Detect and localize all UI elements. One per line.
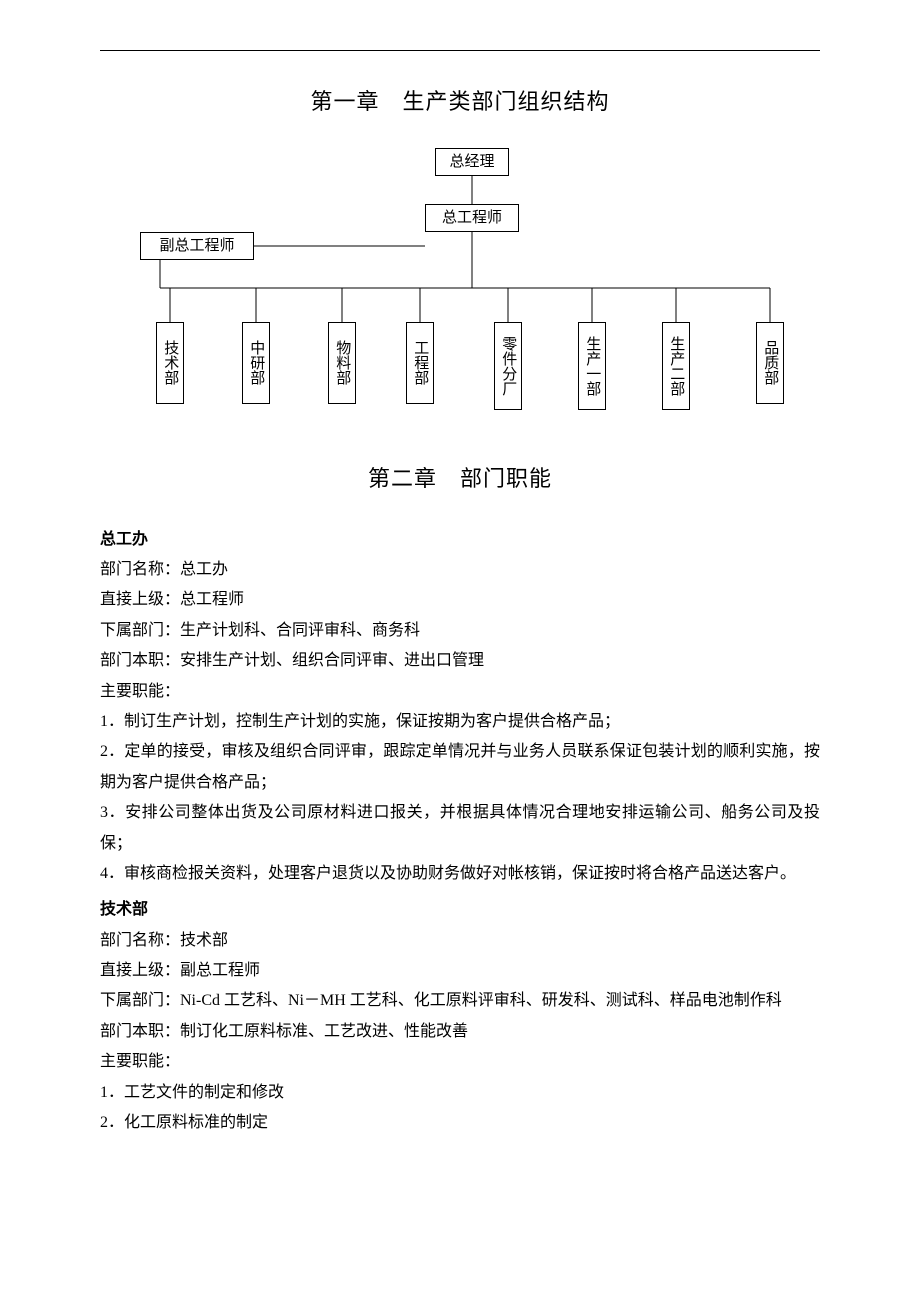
org-leaf-2: 物料部 <box>328 322 356 404</box>
dept2-funclabel: 主要职能： <box>100 1047 820 1077</box>
org-leaf-6: 生产二部 <box>662 322 690 410</box>
dept2-item-0: 1．工艺文件的制定和修改 <box>100 1078 820 1108</box>
org-leaf-3: 工程部 <box>406 322 434 404</box>
dept2-name: 部门名称：技术部 <box>100 926 820 956</box>
org-leaf-5: 生产一部 <box>578 322 606 410</box>
dept1-item-2: 3．安排公司整体出货及公司原材料进口报关，并根据具体情况合理地安排运输公司、船务… <box>100 798 820 859</box>
dept1-subs: 下属部门：生产计划科、合同评审科、商务科 <box>100 616 820 646</box>
chapter2-title: 第二章 部门职能 <box>100 458 820 500</box>
dept1-name: 部门名称：总工办 <box>100 555 820 585</box>
org-node-root: 总经理 <box>435 148 509 176</box>
dept1-superior: 直接上级：总工程师 <box>100 585 820 615</box>
org-node-l2: 总工程师 <box>425 204 519 232</box>
chapter1-title: 第一章 生产类部门组织结构 <box>100 81 820 123</box>
dept1-item-3: 4．审核商检报关资料，处理客户退货以及协助财务做好对帐核销，保证按时将合格产品送… <box>100 859 820 889</box>
top-rule <box>100 50 820 51</box>
dept1-header: 总工办 <box>100 525 820 555</box>
dept1-duty: 部门本职：安排生产计划、组织合同评审、进出口管理 <box>100 646 820 676</box>
org-leaf-0: 技术部 <box>156 322 184 404</box>
dept1-item-1: 2．定单的接受，审核及组织合同评审，跟踪定单情况并与业务人员联系保证包装计划的顺… <box>100 737 820 798</box>
org-chart-wires <box>100 148 820 438</box>
dept2-superior: 直接上级：副总工程师 <box>100 956 820 986</box>
org-leaf-1: 中研部 <box>242 322 270 404</box>
org-leaf-7: 品质部 <box>756 322 784 404</box>
dept2-header: 技术部 <box>100 895 820 925</box>
dept2-subs: 下属部门：Ni-Cd 工艺科、Ni－MH 工艺科、化工原料评审科、研发科、测试科… <box>100 986 820 1016</box>
dept1-funclabel: 主要职能： <box>100 677 820 707</box>
dept2-duty: 部门本职：制订化工原料标准、工艺改进、性能改善 <box>100 1017 820 1047</box>
org-chart: 总经理 总工程师 副总工程师 技术部 中研部 物料部 工程部 零件分厂 生产一部… <box>100 148 820 438</box>
org-leaf-4: 零件分厂 <box>494 322 522 410</box>
org-node-side: 副总工程师 <box>140 232 254 260</box>
dept1-item-0: 1．制订生产计划，控制生产计划的实施，保证按期为客户提供合格产品； <box>100 707 820 737</box>
dept2-item-1: 2．化工原料标准的制定 <box>100 1108 820 1138</box>
